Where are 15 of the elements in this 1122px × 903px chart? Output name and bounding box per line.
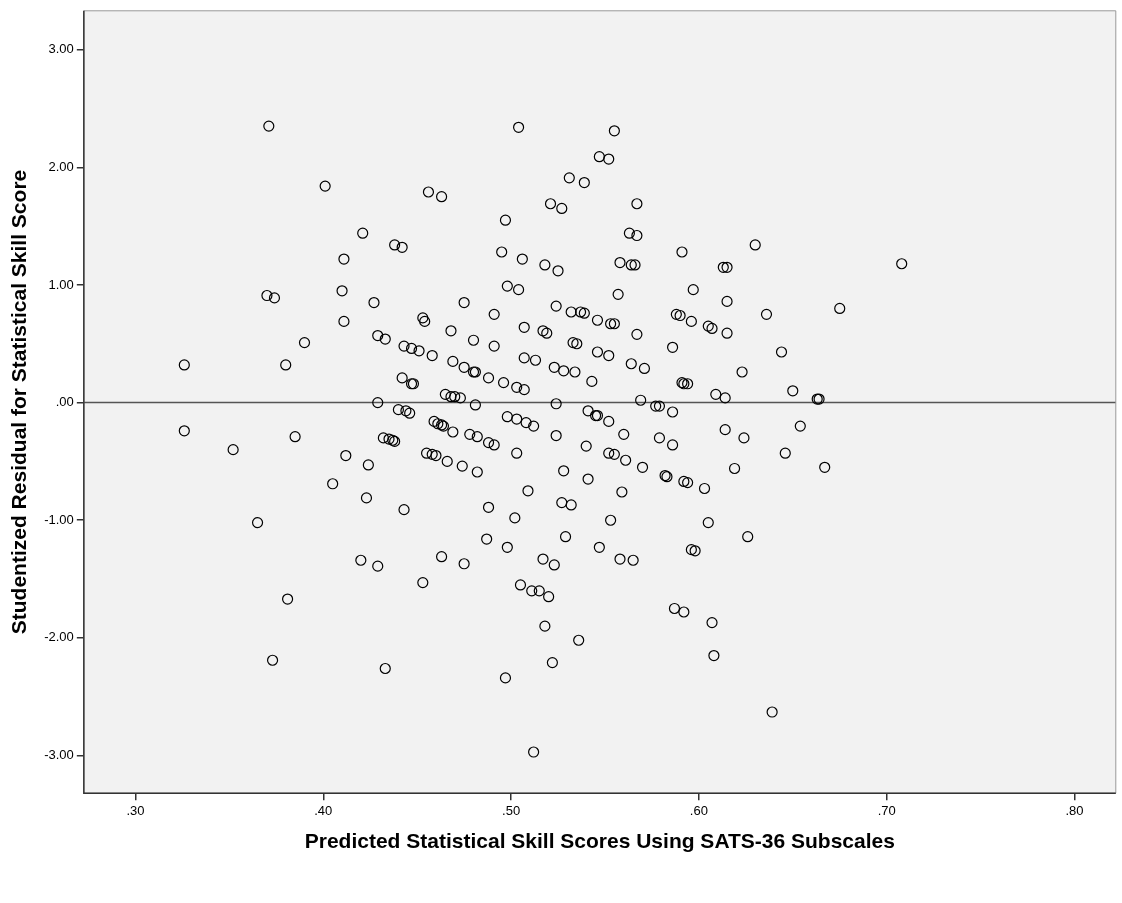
y-tick-label: 3.00 (48, 41, 74, 57)
y-tick-label: -1.00 (44, 511, 74, 527)
y-tick-label: 2.00 (48, 158, 74, 174)
x-tick-label: .80 (1065, 802, 1084, 818)
x-tick-label: .50 (502, 802, 521, 818)
x-tick-label: .70 (877, 802, 896, 818)
y-tick-label: 1.00 (48, 276, 74, 292)
x-axis-title: Predicted Statistical Skill Scores Using SATS-36 Subscales (304, 829, 895, 853)
x-tick-label: .40 (314, 802, 333, 818)
x-tick-label: .30 (126, 802, 145, 818)
x-tick-label: .60 (689, 802, 708, 818)
y-axis-title: Studentized Residual for Statistical Skill Score (7, 169, 31, 635)
y-tick-label: .00 (55, 394, 74, 410)
y-tick-label: -2.00 (44, 629, 74, 645)
y-tick-label: -3.00 (44, 747, 74, 763)
